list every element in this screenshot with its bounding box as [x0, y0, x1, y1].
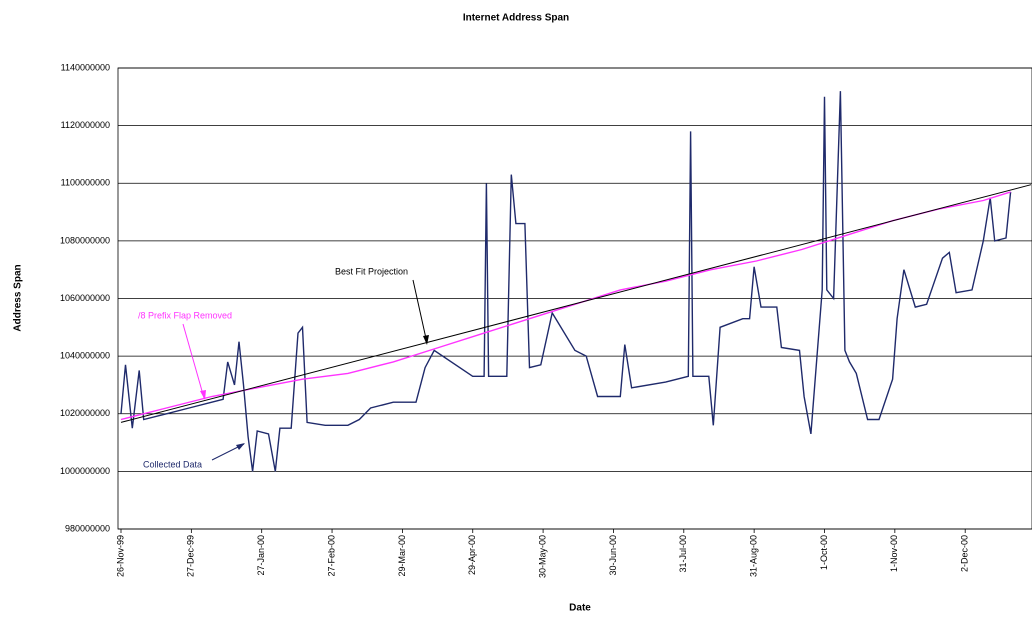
x-tick-label: 30-Jun-00	[608, 535, 618, 576]
y-tick-label: 980000000	[65, 523, 110, 533]
x-tick-label: 29-Apr-00	[467, 535, 477, 575]
annotation-arrowhead	[423, 335, 429, 345]
y-tick-label: 1080000000	[60, 235, 110, 245]
x-tick-label: 27-Feb-00	[326, 535, 336, 577]
x-tick-label: 1-Oct-00	[819, 535, 829, 570]
annotation: Best Fit Projection	[335, 266, 408, 276]
grid: 980000000 1000000000 1020000000 1040000000 1…	[60, 62, 1032, 578]
x-axis-title: Date	[569, 603, 591, 614]
chart-title: Internet Address Span	[463, 13, 569, 24]
annotations: Best Fit Projection /8 Prefix Flap Remov…	[138, 266, 429, 469]
series-line	[120, 184, 1032, 423]
y-axis-title: Address Span	[13, 264, 24, 331]
y-tick-label: 1120000000	[61, 120, 110, 130]
y-tick-label: 1040000000	[60, 351, 110, 361]
annotation: Collected Data	[143, 459, 202, 469]
annotation: /8 Prefix Flap Removed	[138, 310, 232, 320]
y-tick-label: 1140000000	[61, 62, 110, 72]
x-tick-label: 31-Aug-00	[749, 535, 759, 577]
y-tick-label: 1020000000	[60, 408, 110, 418]
y-tick-label: 1060000000	[60, 293, 110, 303]
x-tick-label: 2-Dec-00	[960, 535, 970, 572]
x-tick-label: 27-Jan-00	[256, 535, 266, 576]
annotation-arrow	[412, 279, 428, 344]
y-tick-label: 1100000000	[61, 178, 110, 188]
x-tick-label: 1-Nov-00	[889, 535, 899, 572]
annotation-arrowhead	[236, 443, 245, 450]
plot-lines	[120, 91, 1032, 472]
x-tick-label: 27-Dec-99	[186, 535, 196, 577]
series-line	[120, 91, 1012, 472]
annotation-arrowhead	[200, 390, 206, 400]
x-tick-label: 30-May-00	[537, 535, 547, 578]
x-tick-label: 29-Mar-00	[397, 535, 407, 577]
x-tick-label: 31-Jul-00	[678, 535, 688, 573]
annotation-arrow	[182, 323, 205, 399]
y-tick-label: 1000000000	[60, 466, 110, 476]
x-tick-label: 26-Nov-99	[115, 535, 125, 577]
